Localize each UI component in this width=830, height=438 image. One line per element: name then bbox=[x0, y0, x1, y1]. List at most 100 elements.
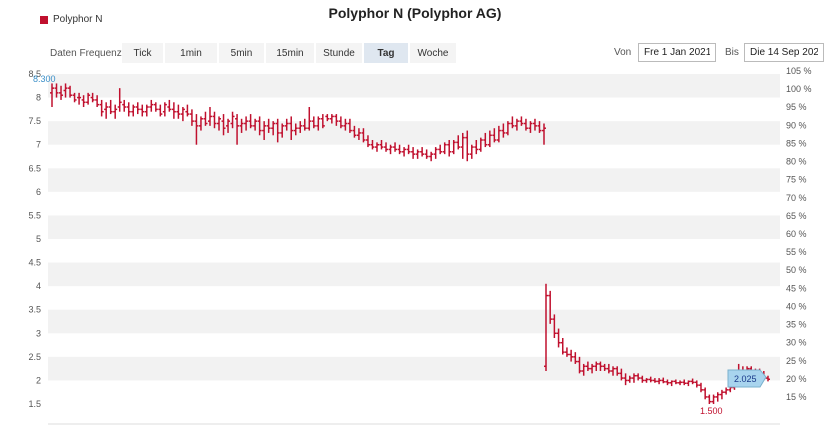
right-tick-label: 15 % bbox=[786, 392, 807, 402]
ohlc-bar bbox=[140, 104, 145, 117]
ohlc-bar bbox=[724, 387, 729, 395]
ohlc-bar bbox=[122, 99, 127, 112]
ohlc-bar bbox=[644, 378, 649, 383]
ohlc-bar bbox=[569, 349, 574, 362]
ohlc-bar bbox=[176, 104, 181, 119]
chart-legend[interactable]: Polyphor N bbox=[40, 14, 102, 25]
ohlc-bar bbox=[262, 121, 267, 140]
ohlc-bar bbox=[523, 118, 528, 131]
left-tick-label: 5 bbox=[36, 234, 41, 244]
ohlc-bar bbox=[189, 109, 194, 126]
ohlc-bar bbox=[144, 104, 149, 117]
ohlc-bar bbox=[63, 83, 68, 98]
ohlc-bar bbox=[594, 361, 599, 371]
left-tick-label: 7 bbox=[36, 140, 41, 150]
right-tick-label: 80 % bbox=[786, 157, 807, 167]
left-tick-label: 4 bbox=[36, 281, 41, 291]
ohlc-bar bbox=[289, 116, 294, 140]
right-tick-label: 65 % bbox=[786, 211, 807, 221]
frequency-selector: Tick 1min 5min 15min Stunde Tag Woche bbox=[122, 43, 458, 63]
ohlc-bar bbox=[465, 130, 470, 162]
right-tick-label: 100 % bbox=[786, 84, 812, 94]
ohlc-bar bbox=[657, 378, 662, 385]
freq-button-stunde[interactable]: Stunde bbox=[316, 43, 362, 63]
ohlc-bar bbox=[95, 95, 100, 107]
right-tick-label: 70 % bbox=[786, 193, 807, 203]
ohlc-bar bbox=[447, 140, 452, 157]
right-tick-label: 25 % bbox=[786, 356, 807, 366]
ohlc-bar bbox=[719, 389, 724, 400]
ohlc-bar bbox=[271, 121, 276, 136]
ohlc-bar bbox=[703, 387, 708, 400]
ohlc-bar bbox=[678, 380, 683, 386]
range-from-input[interactable] bbox=[638, 43, 716, 62]
ohlc-bar bbox=[131, 104, 136, 117]
left-tick-label: 3 bbox=[36, 328, 41, 338]
right-tick-label: 35 % bbox=[786, 320, 807, 330]
right-tick-label: 75 % bbox=[786, 175, 807, 185]
legend-label: Polyphor N bbox=[53, 14, 103, 25]
right-axis: 15 % 20 % 25 % 30 % 35 % 40 % 45 % 50 % 55 % 60 %… bbox=[786, 66, 812, 402]
ohlc-bar bbox=[590, 363, 595, 374]
ohlc-bar bbox=[483, 132, 488, 148]
ohlc-bar bbox=[226, 118, 231, 133]
ohlc-bar bbox=[469, 144, 474, 159]
ohlc-bar bbox=[505, 121, 510, 136]
high-annotation: 8.300 bbox=[33, 74, 56, 84]
ohlc-bar bbox=[248, 114, 253, 129]
ohlc-bar bbox=[72, 92, 77, 103]
left-tick-label: 6.5 bbox=[28, 163, 41, 173]
ohlc-bar bbox=[564, 347, 569, 357]
freq-button-1min[interactable]: 1min bbox=[165, 43, 217, 63]
freq-button-15min[interactable]: 15min bbox=[266, 43, 314, 63]
ohlc-bar bbox=[54, 83, 59, 98]
ohlc-bar bbox=[510, 116, 515, 129]
ohlc-bar bbox=[581, 363, 586, 376]
ohlc-bar bbox=[715, 392, 720, 402]
freq-button-tag[interactable]: Tag bbox=[364, 43, 408, 63]
right-tick-label: 90 % bbox=[786, 120, 807, 130]
ohlc-bar bbox=[606, 363, 611, 374]
ohlc-bar bbox=[365, 135, 370, 148]
ohlc-bar bbox=[573, 352, 578, 364]
ohlc-bar bbox=[307, 107, 312, 131]
ohlc-bar bbox=[293, 123, 298, 136]
ohlc-bar bbox=[334, 114, 339, 126]
ohlc-bar bbox=[611, 366, 616, 376]
ohlc-bar bbox=[230, 111, 235, 129]
freq-button-5min[interactable]: 5min bbox=[219, 43, 264, 63]
ohlc-bar bbox=[707, 394, 712, 404]
freq-button-woche[interactable]: Woche bbox=[410, 43, 456, 63]
ohlc-bar bbox=[585, 361, 590, 371]
ohlc-bar bbox=[615, 366, 620, 376]
ohlc-bar bbox=[673, 379, 678, 385]
range-to-input[interactable] bbox=[744, 43, 824, 62]
ohlc-bar bbox=[548, 290, 553, 324]
left-tick-label: 2 bbox=[36, 375, 41, 385]
ohlc-series bbox=[50, 83, 770, 404]
left-tick-label: 3.5 bbox=[28, 305, 41, 315]
ohlc-bar bbox=[207, 107, 212, 126]
ohlc-bar bbox=[560, 338, 565, 355]
left-tick-label: 8.5 bbox=[28, 69, 41, 79]
ohlc-bar bbox=[135, 102, 140, 115]
ohlc-bar bbox=[338, 116, 343, 129]
ohlc-bar bbox=[648, 376, 653, 383]
range-to-label: Bis bbox=[725, 47, 739, 58]
ohlc-bar bbox=[239, 118, 244, 133]
ohlc-bar bbox=[519, 116, 524, 126]
ohlc-bar bbox=[352, 125, 357, 138]
ohlc-bar bbox=[690, 378, 695, 385]
ohlc-bar bbox=[669, 380, 674, 387]
ohlc-bar bbox=[397, 144, 402, 155]
ohlc-bar bbox=[433, 147, 438, 159]
ohlc-bar bbox=[682, 379, 687, 386]
freq-button-tick[interactable]: Tick bbox=[122, 43, 163, 63]
ohlc-bar bbox=[280, 123, 285, 138]
ohlc-bar bbox=[257, 116, 262, 136]
ohlc-bar bbox=[235, 114, 240, 145]
left-axis: 1.5 2 2.5 3 3.5 4 4.5 5 5.5 6 6.5 7 7.5 8 8.5 bbox=[28, 69, 41, 409]
ohlc-bar bbox=[126, 102, 131, 117]
frequency-label: Daten Frequenz bbox=[50, 48, 122, 59]
